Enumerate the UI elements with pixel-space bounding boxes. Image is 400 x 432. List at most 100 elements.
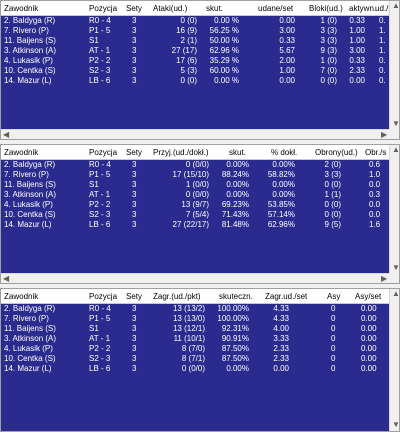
column-header[interactable]: skut. xyxy=(206,4,223,13)
table-row[interactable]: 11. Baijens (S) S1 3 2 (1) 50.00 % 0.33 … xyxy=(1,36,391,46)
up-arrow-icon[interactable]: ▲ xyxy=(392,1,400,10)
vertical-scrollbar[interactable]: ▲ ▼ xyxy=(389,145,399,274)
column-header[interactable]: Asy/set xyxy=(355,292,382,301)
cell: 2.33 xyxy=(273,344,289,353)
column-header[interactable]: Pozycja xyxy=(89,292,118,301)
table-row[interactable]: 4. Lukasik (P) P2 - 2 3 17 (6) 35.29 % 2… xyxy=(1,56,391,66)
column-header[interactable]: Bloki(ud.) xyxy=(309,4,343,13)
table-row[interactable]: 10. Centka (S) S2 - 3 3 5 (3) 60.00 % 1.… xyxy=(1,66,391,76)
cell: 0 (0) xyxy=(324,180,341,189)
column-header[interactable]: aktywn. xyxy=(349,4,377,13)
cell: 27 (22/17) xyxy=(172,220,209,229)
table-row[interactable]: 3. Atkinson (A) AT - 1 3 11 (10/1) 90.91… xyxy=(1,334,391,344)
table-row[interactable]: 14. Mazur (L) LB - 6 3 0 (0/0) 0.00% 0.0… xyxy=(1,364,391,374)
column-header[interactable]: Zawodnik xyxy=(4,4,39,13)
table-row[interactable]: 7. Rivero (P) P1 - 5 3 17 (15/10) 88.24%… xyxy=(1,170,391,180)
table-row[interactable]: 3. Atkinson (A) AT - 1 3 27 (17) 62.96 %… xyxy=(1,46,391,56)
column-header[interactable]: Zawodnik xyxy=(4,148,39,157)
cell: 87.50% xyxy=(221,354,249,363)
table-row[interactable]: 2. Baldyga (R) R0 - 4 3 13 (13/2) 100.00… xyxy=(1,304,391,314)
vertical-scrollbar[interactable]: ▲ ▼ xyxy=(389,1,399,130)
column-header[interactable]: Zawodnik xyxy=(4,292,39,301)
cell: 0 (0/0) xyxy=(181,364,205,373)
sets-cell: 3 xyxy=(132,210,137,219)
cell: 16 (9) xyxy=(176,26,197,35)
cell: 4.33 xyxy=(273,314,289,323)
scrollbar-corner xyxy=(389,129,399,139)
vertical-scrollbar[interactable]: ▲ ▼ xyxy=(389,289,399,431)
cell: 0 xyxy=(331,334,336,343)
table-row[interactable]: 10. Centka (S) S2 - 3 3 8 (7/1) 87.50% 2… xyxy=(1,354,391,364)
up-arrow-icon[interactable]: ▲ xyxy=(392,145,400,154)
left-arrow-icon[interactable]: ◀ xyxy=(3,130,10,139)
column-header[interactable]: Zagr.(ud./pkt) xyxy=(153,292,201,301)
table-row[interactable]: 11. Baijens (S) S1 3 13 (12/1) 92.31% 4.… xyxy=(1,324,391,334)
sets-cell: 3 xyxy=(132,344,137,353)
column-header[interactable]: Obrony(ud.) xyxy=(315,148,358,157)
table-row[interactable]: 2. Baldyga (R) R0 - 4 3 0 (0/0) 0.00% 0.… xyxy=(1,160,391,170)
cell: 0.00 xyxy=(279,16,295,25)
table-row[interactable]: 4. Lukasik (P) P2 - 2 3 8 (7/0) 87.50% 2… xyxy=(1,344,391,354)
cell: 0. xyxy=(379,66,386,75)
column-header[interactable]: Przyj.(ud./dokł.) xyxy=(153,148,209,157)
column-header[interactable]: skut. xyxy=(229,148,246,157)
table-row[interactable]: 14. Mazur (L) LB - 6 3 0 (0) 0.00 % 0.00… xyxy=(1,76,391,86)
column-header[interactable]: ud./se xyxy=(375,4,397,13)
horizontal-scrollbar[interactable]: ◀ ▶ xyxy=(1,273,391,283)
down-arrow-icon[interactable]: ▼ xyxy=(392,119,400,128)
serve-stats-panel: Zawodnik Pozycja Sety Zagr.(ud./pkt) sku… xyxy=(0,288,400,432)
column-header[interactable]: Sety xyxy=(126,148,143,157)
table-row[interactable]: 14. Mazur (L) LB - 6 3 27 (22/17) 81.48%… xyxy=(1,220,391,230)
player-cell: 4. Lukasik (P) xyxy=(4,56,53,65)
cell: 0.00 xyxy=(361,314,377,323)
position-cell: S1 xyxy=(89,180,99,189)
cell: 13 (9/7) xyxy=(181,200,209,209)
cell: 0.00 xyxy=(279,76,295,85)
column-header[interactable]: Ataki(ud.) xyxy=(153,4,188,13)
column-header[interactable]: Pozycja xyxy=(89,148,118,157)
table-row[interactable]: 7. Rivero (P) P1 - 5 3 13 (13/0) 100.00%… xyxy=(1,314,391,324)
table-row[interactable]: 11. Baijens (S) S1 3 1 (0/0) 0.00% 0.00%… xyxy=(1,180,391,190)
left-arrow-icon[interactable]: ◀ xyxy=(3,274,10,283)
column-header[interactable]: skuteczn. xyxy=(219,292,253,301)
cell: 0.00 % xyxy=(214,16,239,25)
table-row[interactable]: 4. Lukasik (P) P2 - 2 3 13 (9/7) 69.23% … xyxy=(1,200,391,210)
cell: 0 (0) xyxy=(180,16,197,25)
cell: 2.00 xyxy=(279,56,295,65)
right-arrow-icon[interactable]: ▶ xyxy=(381,130,388,139)
cell: 4.33 xyxy=(273,304,289,313)
cell: 3.00 xyxy=(279,26,295,35)
horizontal-scrollbar[interactable]: ◀ ▶ xyxy=(1,129,391,139)
scrollbar-corner xyxy=(389,273,399,283)
column-header[interactable]: udane/set xyxy=(258,4,294,13)
up-arrow-icon[interactable]: ▲ xyxy=(392,289,400,298)
sets-cell: 3 xyxy=(132,16,137,25)
column-header[interactable]: Asy xyxy=(327,292,341,301)
position-cell: AT - 1 xyxy=(89,46,111,55)
player-cell: 14. Mazur (L) xyxy=(4,364,52,373)
down-arrow-icon[interactable]: ▼ xyxy=(392,263,400,272)
cell: 13 (12/1) xyxy=(172,324,205,333)
cell: 1 (1) xyxy=(324,190,341,199)
column-header[interactable]: Sety xyxy=(126,292,143,301)
cell: 13 (13/2) xyxy=(172,304,205,313)
table-row[interactable]: 10. Centka (S) S2 - 3 3 7 (5/4) 71.43% 5… xyxy=(1,210,391,220)
position-cell: R0 - 4 xyxy=(89,160,111,169)
cell: 0.00% xyxy=(272,180,295,189)
column-header[interactable]: Pozycja xyxy=(89,4,118,13)
table-row[interactable]: 7. Rivero (P) P1 - 5 3 16 (9) 56.25 % 3.… xyxy=(1,26,391,36)
column-header[interactable]: Zagr.ud./set xyxy=(265,292,308,301)
sets-cell: 3 xyxy=(132,334,137,343)
column-header[interactable]: Sety xyxy=(126,4,143,13)
cell: 0.33 xyxy=(279,36,295,45)
column-header[interactable]: % dokł. xyxy=(271,148,298,157)
cell: 62.96 % xyxy=(209,46,239,55)
right-arrow-icon[interactable]: ▶ xyxy=(381,274,388,283)
table-row[interactable]: 3. Atkinson (A) AT - 1 3 0 (0/0) 0.00% 0… xyxy=(1,190,391,200)
table-row[interactable]: 2. Baldyga (R) R0 - 4 3 0 (0) 0.00 % 0.0… xyxy=(1,16,391,26)
cell: 0 xyxy=(331,304,336,313)
position-cell: R0 - 4 xyxy=(89,16,111,25)
down-arrow-icon[interactable]: ▼ xyxy=(392,420,400,429)
column-header[interactable]: Obr./s xyxy=(365,148,387,157)
cell: 0.00% xyxy=(226,160,249,169)
